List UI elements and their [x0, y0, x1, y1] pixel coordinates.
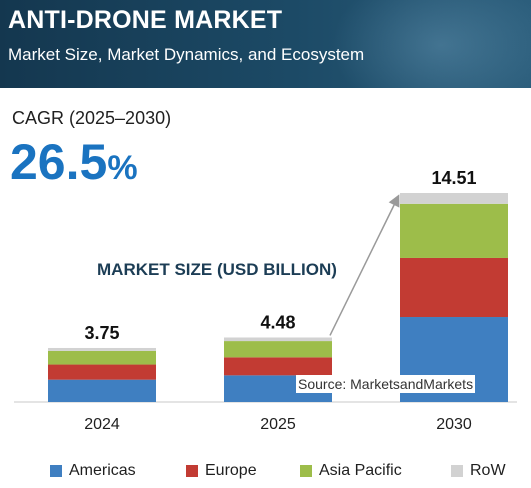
legend-label: Americas — [69, 462, 136, 479]
growth-arrow — [329, 194, 400, 336]
bar-segment-asia-pacific-2030 — [400, 203, 508, 258]
bar-segment-asia-pacific-2024 — [48, 350, 156, 365]
legend-label: RoW — [470, 462, 506, 479]
legend-swatch — [186, 465, 198, 477]
bar-segment-europe-2024 — [48, 364, 156, 380]
legend-label: Asia Pacific — [319, 462, 402, 479]
legend-swatch — [300, 465, 312, 477]
legend-item-europe: Europe — [186, 462, 257, 480]
legend-item-asia-pacific: Asia Pacific — [300, 462, 402, 480]
bar-segment-row-2025 — [224, 337, 332, 342]
legend-swatch — [451, 465, 463, 477]
legend-item-row: RoW — [451, 462, 506, 480]
page-title: ANTI-DRONE MARKET — [8, 6, 283, 34]
cagr-value: 26.5 — [10, 134, 108, 190]
x-tick-label-2024: 2024 — [84, 416, 120, 433]
page-subtitle: Market Size, Market Dynamics, and Ecosys… — [8, 45, 365, 64]
bar-segment-row-2024 — [48, 347, 156, 351]
x-tick-label-2030: 2030 — [436, 416, 472, 433]
legend-item-americas: Americas — [50, 462, 136, 480]
cagr-label: CAGR (2025–2030) — [12, 108, 172, 128]
cagr-unit: % — [107, 149, 138, 187]
bar-segment-asia-pacific-2025 — [224, 341, 332, 358]
legend-label: Europe — [205, 462, 257, 479]
chart-title: MARKET SIZE (USD BILLION) — [97, 260, 337, 279]
legend-swatch — [50, 465, 62, 477]
header-glow — [331, 0, 531, 88]
bar-segment-row-2030 — [400, 193, 508, 204]
total-label-2025: 4.48 — [260, 312, 295, 332]
bar-segment-americas-2024 — [48, 379, 156, 402]
cagr-value-block: 26.5% — [10, 132, 138, 198]
x-tick-label-2025: 2025 — [260, 416, 296, 433]
total-label-2030: 14.51 — [431, 168, 476, 188]
header-banner: ANTI-DRONE MARKET Market Size, Market Dy… — [0, 0, 531, 88]
chart-legend: Americas Europe Asia Pacific RoW — [0, 462, 531, 486]
bar-segment-europe-2030 — [400, 257, 508, 318]
bar-segment-europe-2025 — [224, 357, 332, 376]
source-note: Source: MarketsandMarkets — [296, 375, 476, 393]
total-label-2024: 3.75 — [84, 323, 119, 343]
